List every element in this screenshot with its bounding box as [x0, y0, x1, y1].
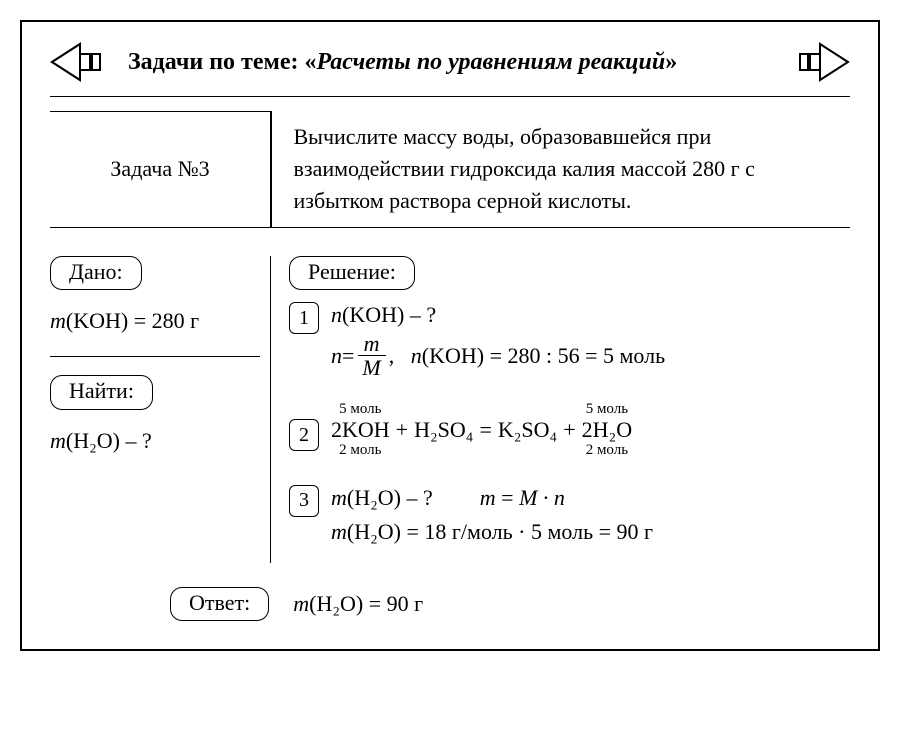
s3-l2b: (H₂O) = 18 г/моль · 5 моль = 90 г: [347, 519, 653, 544]
s1-calc-c: (KOH) = 280 : 56 = 5 моль: [422, 339, 665, 373]
t4-bot: 2 моль: [586, 442, 628, 459]
s1-frac-eq: =: [342, 339, 354, 373]
given-divider: [50, 356, 260, 357]
answer-text: (H₂O) = 90 г: [309, 591, 423, 616]
header: Задачи по теме: «Расчеты по уравнениям р…: [50, 40, 850, 96]
find-h2o: (H₂O) – ?: [66, 428, 152, 453]
s3-l1b: (H₂O) – ?: [347, 485, 433, 510]
problem-number: 3: [199, 156, 210, 182]
frac-den: M: [356, 356, 386, 379]
step-2-body: 5 моль 2KOH 2 моль + H₂SO₄ =: [331, 401, 850, 458]
find-expr: m(H₂O) – ?: [50, 424, 260, 458]
step-3-num: 3: [289, 485, 319, 517]
t4: 2H₂O: [582, 418, 632, 442]
title-prefix: Задачи по теме: «: [128, 49, 316, 75]
arrow-left-icon: [50, 40, 114, 84]
plus-2: +: [557, 413, 581, 447]
page-title: Задачи по теме: «Расчеты по уравнениям р…: [128, 49, 772, 76]
fraction-icon: m M: [356, 332, 386, 379]
t2: H₂SO₄: [414, 418, 473, 442]
left-column: Дано: m(KOH) = 280 г Найти: m(H₂O) – ?: [50, 256, 270, 563]
given-m: m: [50, 308, 66, 333]
t3: K₂SO₄: [498, 418, 557, 442]
s1-calc-b: n: [411, 339, 422, 373]
step-1-num: 1: [289, 302, 319, 334]
given-koh: (KOH) = 280 г: [66, 308, 199, 333]
plus-1: +: [390, 413, 414, 447]
answer-m: m: [293, 591, 309, 616]
step-2-num: 2: [289, 419, 319, 451]
find-label: Найти:: [50, 375, 153, 409]
title-topic: Расчеты по уравнениям реакций: [316, 49, 665, 75]
eq-term-1: 5 моль 2KOH 2 моль: [331, 401, 390, 458]
s3-l1c: m: [480, 485, 496, 510]
worksheet-frame: Задачи по теме: «Расчеты по уравнениям р…: [20, 20, 880, 651]
step-1-body: n(KOH) – ? n = m M , n(KOH) = 280 : 56 =…: [331, 298, 850, 379]
step-3-body: m(H₂O) – ? m = M · n m(H₂O) = 18 г/моль …: [331, 481, 850, 549]
step-1: 1 n(KOH) – ? n = m M , n(KOH) = 280 : 56…: [289, 298, 850, 379]
t4-top: 5 моль: [586, 401, 628, 418]
step-2: 2 5 моль 2KOH 2 моль + H₂SO₄: [289, 401, 850, 458]
eq-term-3: K₂SO₄: [498, 401, 557, 458]
find-m: m: [50, 428, 66, 453]
step-3: 3 m(H₂O) – ? m = M · n m(H₂O) = 18 г/мол…: [289, 481, 850, 549]
problem-label-prefix: Задача №: [110, 156, 198, 182]
given-label: Дано:: [50, 256, 142, 290]
problem-label: Задача № 3: [50, 111, 270, 228]
t1: 2KOH: [331, 418, 390, 442]
frac-num: m: [358, 332, 386, 356]
s1-n1: n: [331, 302, 342, 327]
s1-calc-a: ,: [389, 339, 411, 373]
s1-frac-left: n: [331, 339, 342, 373]
answer-expr: m(H₂O) = 90 г: [293, 587, 423, 621]
title-suffix: »: [665, 49, 677, 75]
problem-row: Задача № 3 Вычислите массу воды, образов…: [50, 111, 850, 228]
solution-area: Дано: m(KOH) = 280 г Найти: m(H₂O) – ? Р…: [50, 256, 850, 563]
eq-term-4: 5 моль 2H₂O 2 моль: [582, 401, 632, 458]
given-expr: m(KOH) = 280 г: [50, 304, 260, 338]
t1-bot: 2 моль: [339, 442, 381, 459]
s3-l1d: =: [496, 485, 519, 510]
t1-top: 5 моль: [339, 401, 381, 418]
problem-text: Вычислите массу воды, образовавшейся при…: [272, 111, 851, 228]
answer-row: Ответ: m(H₂O) = 90 г: [170, 587, 850, 621]
s3-l1a: m: [331, 485, 347, 510]
header-divider: [50, 96, 850, 97]
answer-label: Ответ:: [170, 587, 269, 621]
arrow-right-icon: [786, 40, 850, 84]
s1-koh: (KOH) – ?: [342, 302, 436, 327]
s3-l2a: m: [331, 519, 347, 544]
s3-l1e: M · n: [519, 485, 565, 510]
eq-term-2: H₂SO₄: [414, 401, 473, 458]
eq-sign: =: [473, 413, 497, 447]
right-column: Решение: 1 n(KOH) – ? n = m M , n(KOH) =…: [270, 256, 850, 563]
solution-label: Решение:: [289, 256, 415, 290]
